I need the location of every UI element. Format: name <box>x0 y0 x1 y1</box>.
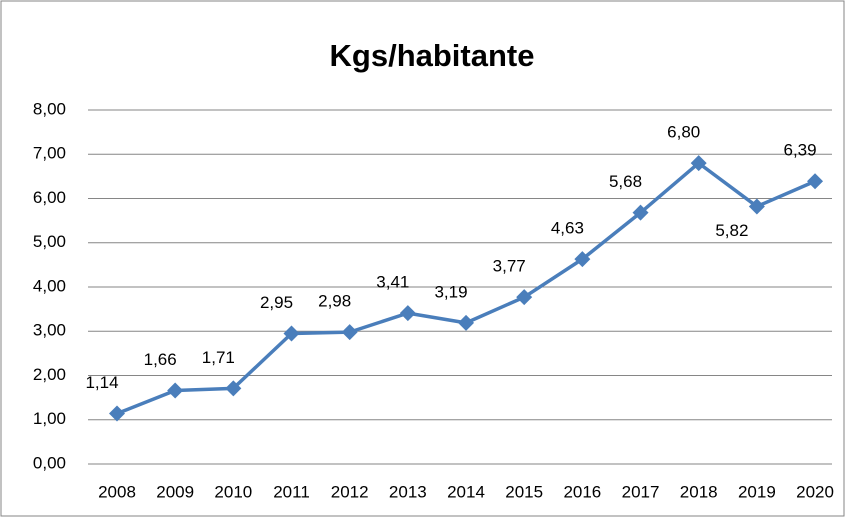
marker <box>225 380 242 397</box>
marker <box>632 204 649 221</box>
marker <box>690 155 707 172</box>
marker <box>574 251 591 268</box>
marker <box>283 325 300 342</box>
data-label: 1,71 <box>202 348 235 367</box>
x-tick-label: 2015 <box>505 482 543 501</box>
x-tick-label: 2018 <box>680 482 718 501</box>
marker <box>807 173 824 190</box>
x-tick-label: 2013 <box>389 482 427 501</box>
marker <box>458 314 475 331</box>
x-tick-label: 2012 <box>331 482 369 501</box>
marker <box>399 305 416 322</box>
data-label: 3,77 <box>493 257 526 276</box>
data-label: 5,82 <box>715 221 748 240</box>
marker <box>516 289 533 306</box>
data-label: 3,41 <box>376 273 409 292</box>
y-tick-label: 6,00 <box>33 188 66 207</box>
chart-title: Kgs/habitante <box>330 38 535 73</box>
y-tick-label: 1,00 <box>33 409 66 428</box>
marker <box>341 324 358 341</box>
x-tick-label: 2010 <box>214 482 252 501</box>
x-tick-label: 2014 <box>447 482 485 501</box>
y-tick-label: 7,00 <box>33 144 66 163</box>
marker <box>167 382 184 399</box>
x-tick-label: 2016 <box>563 482 601 501</box>
x-tick-label: 2020 <box>796 482 834 501</box>
x-tick-label: 2019 <box>738 482 776 501</box>
y-tick-label: 3,00 <box>33 321 66 340</box>
y-tick-label: 5,00 <box>33 232 66 251</box>
data-label: 2,98 <box>318 292 351 311</box>
data-label: 6,39 <box>783 141 816 160</box>
marker <box>109 405 125 422</box>
y-tick-label: 0,00 <box>33 453 66 472</box>
y-tick-label: 2,00 <box>33 365 66 384</box>
marker <box>748 198 765 215</box>
y-tick-label: 4,00 <box>33 276 66 295</box>
data-label: 1,14 <box>85 373 118 392</box>
x-tick-label: 2008 <box>98 482 136 501</box>
data-label: 2,95 <box>260 293 293 312</box>
x-tick-label: 2009 <box>156 482 194 501</box>
x-tick-label: 2011 <box>273 482 310 501</box>
data-label: 1,66 <box>144 350 177 369</box>
data-label: 3,19 <box>434 282 467 301</box>
y-tick-label: 8,00 <box>33 99 66 118</box>
data-label: 5,68 <box>609 172 642 191</box>
data-label: 4,63 <box>551 219 584 238</box>
x-tick-label: 2017 <box>622 482 660 501</box>
data-label: 6,80 <box>667 123 700 142</box>
